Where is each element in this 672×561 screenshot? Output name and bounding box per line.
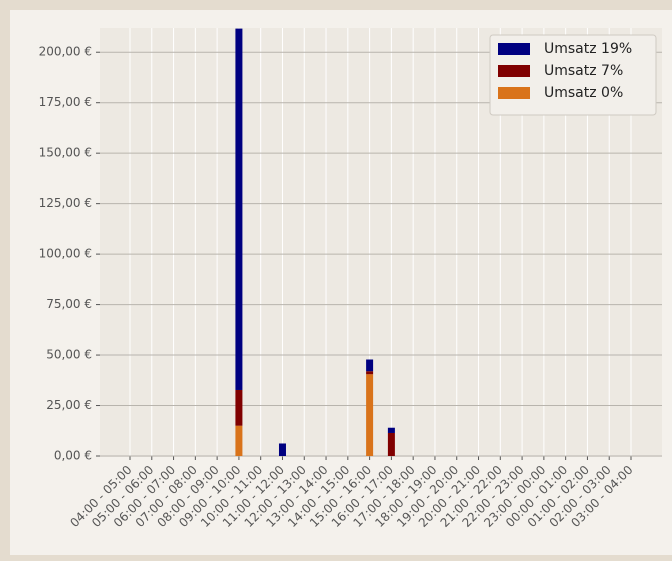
bar-segment — [235, 28, 243, 390]
bar-segment — [235, 389, 243, 426]
y-tick-label: 175,00 € — [39, 95, 92, 109]
y-tick-label: 200,00 € — [39, 45, 92, 59]
bar-segment — [366, 374, 374, 456]
y-tick-label: 25,00 € — [46, 398, 92, 412]
bar-segment — [387, 427, 395, 433]
y-tick-label: 75,00 € — [46, 297, 92, 311]
y-tick-label: 50,00 € — [46, 348, 92, 362]
bar-segment — [366, 371, 374, 375]
bar-segment — [235, 425, 243, 456]
legend-box — [489, 34, 657, 116]
bar-segment — [366, 359, 374, 372]
legend-swatch — [498, 65, 530, 77]
legend-swatch — [498, 43, 530, 55]
y-tick-label: 0,00 € — [54, 449, 92, 463]
y-tick-label: 100,00 € — [39, 247, 92, 261]
y-tick-label: 150,00 € — [39, 146, 92, 160]
legend-label: Umsatz 19% — [544, 41, 632, 57]
bar-segment — [278, 443, 286, 456]
y-tick-label: 125,00 € — [39, 196, 92, 210]
legend-label: Umsatz 7% — [544, 63, 623, 79]
legend-swatch — [498, 87, 530, 99]
legend-label: Umsatz 0% — [544, 85, 623, 101]
bar-segment — [387, 432, 395, 456]
